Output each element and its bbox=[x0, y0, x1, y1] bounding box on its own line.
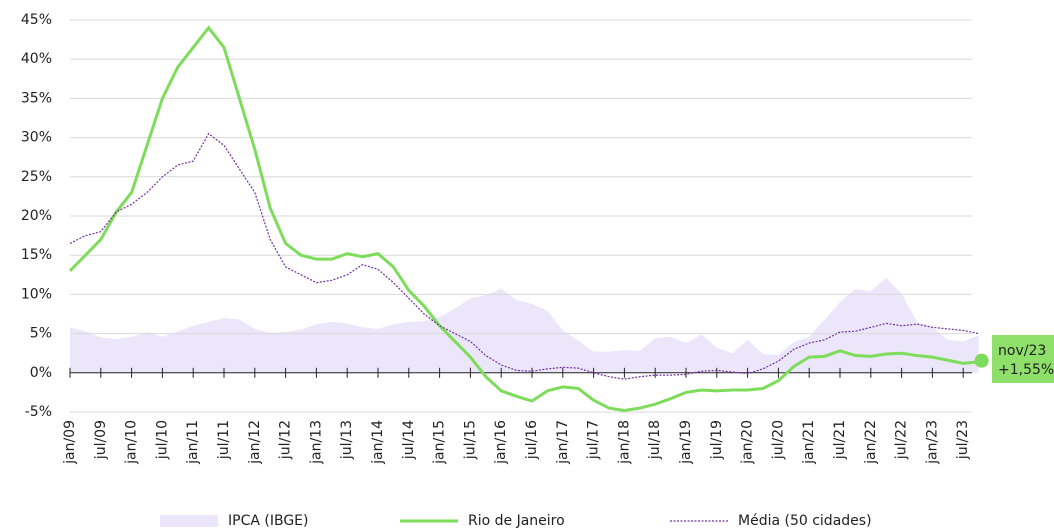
annotation-box bbox=[992, 335, 1054, 383]
x-tick-label: jul/19 bbox=[709, 420, 725, 460]
x-tick-label: jan/11 bbox=[185, 420, 201, 465]
x-tick-label: jan/09 bbox=[62, 420, 78, 465]
x-tick-label: jul/12 bbox=[278, 420, 294, 460]
x-tick-label: jul/14 bbox=[401, 420, 417, 460]
x-tick-label: jul/11 bbox=[216, 420, 232, 460]
x-tick-label: jul/17 bbox=[586, 420, 602, 460]
x-tick-label: jan/22 bbox=[863, 420, 879, 465]
y-tick-label: 35% bbox=[21, 90, 52, 106]
y-tick-label: 25% bbox=[21, 169, 52, 185]
x-tick-label: jul/21 bbox=[832, 420, 848, 460]
annotation-value: +1,55% bbox=[998, 362, 1054, 378]
x-tick-label: jan/17 bbox=[555, 420, 571, 465]
y-tick-label: 10% bbox=[21, 286, 52, 302]
x-tick-label: jan/21 bbox=[801, 420, 817, 465]
legend-label: IPCA (IBGE) bbox=[228, 513, 308, 529]
line bbox=[68, 25, 979, 412]
x-tick-label: jan/10 bbox=[124, 420, 140, 465]
x-tick-label: jul/09 bbox=[93, 420, 109, 460]
legend-swatch bbox=[160, 515, 218, 527]
x-tick-label: jul/22 bbox=[894, 420, 910, 460]
x-tick-label: jan/12 bbox=[247, 420, 263, 465]
x-tick-label: jan/18 bbox=[616, 420, 632, 465]
x-tick-label: jan/16 bbox=[493, 420, 509, 465]
y-tick-label: 5% bbox=[30, 326, 52, 342]
y-tick-label: 0% bbox=[30, 365, 52, 381]
y-tick-label: 40% bbox=[21, 51, 52, 67]
x-tick-label: jul/13 bbox=[339, 420, 355, 460]
x-tick-label: jul/20 bbox=[770, 420, 786, 460]
legend-label: Rio de Janeiro bbox=[468, 513, 565, 529]
y-tick-label: 45% bbox=[21, 12, 52, 28]
x-tick-label: jul/10 bbox=[154, 420, 170, 460]
x-tick-label: jan/13 bbox=[308, 420, 324, 465]
y-tick-label: -5% bbox=[25, 404, 52, 420]
x-tick-label: jul/15 bbox=[462, 420, 478, 460]
annotation-label: nov/23 bbox=[998, 343, 1046, 359]
x-tick-label: jan/19 bbox=[678, 420, 694, 465]
end-marker bbox=[974, 353, 989, 368]
x-tick-label: jul/23 bbox=[955, 420, 971, 460]
x-tick-label: jan/23 bbox=[924, 420, 940, 465]
x-tick-label: jul/18 bbox=[647, 420, 663, 460]
x-tick-label: jan/14 bbox=[370, 420, 386, 465]
y-tick-label: 15% bbox=[21, 247, 52, 263]
area bbox=[70, 277, 979, 373]
x-tick-label: jan/15 bbox=[432, 420, 448, 465]
legend-label: Média (50 cidades) bbox=[738, 513, 872, 529]
y-tick-label: 30% bbox=[21, 130, 52, 146]
y-tick-label: 20% bbox=[21, 208, 52, 224]
dotted-line bbox=[69, 132, 979, 380]
x-tick-label: jul/16 bbox=[524, 420, 540, 460]
x-tick-label: jan/20 bbox=[740, 420, 756, 465]
